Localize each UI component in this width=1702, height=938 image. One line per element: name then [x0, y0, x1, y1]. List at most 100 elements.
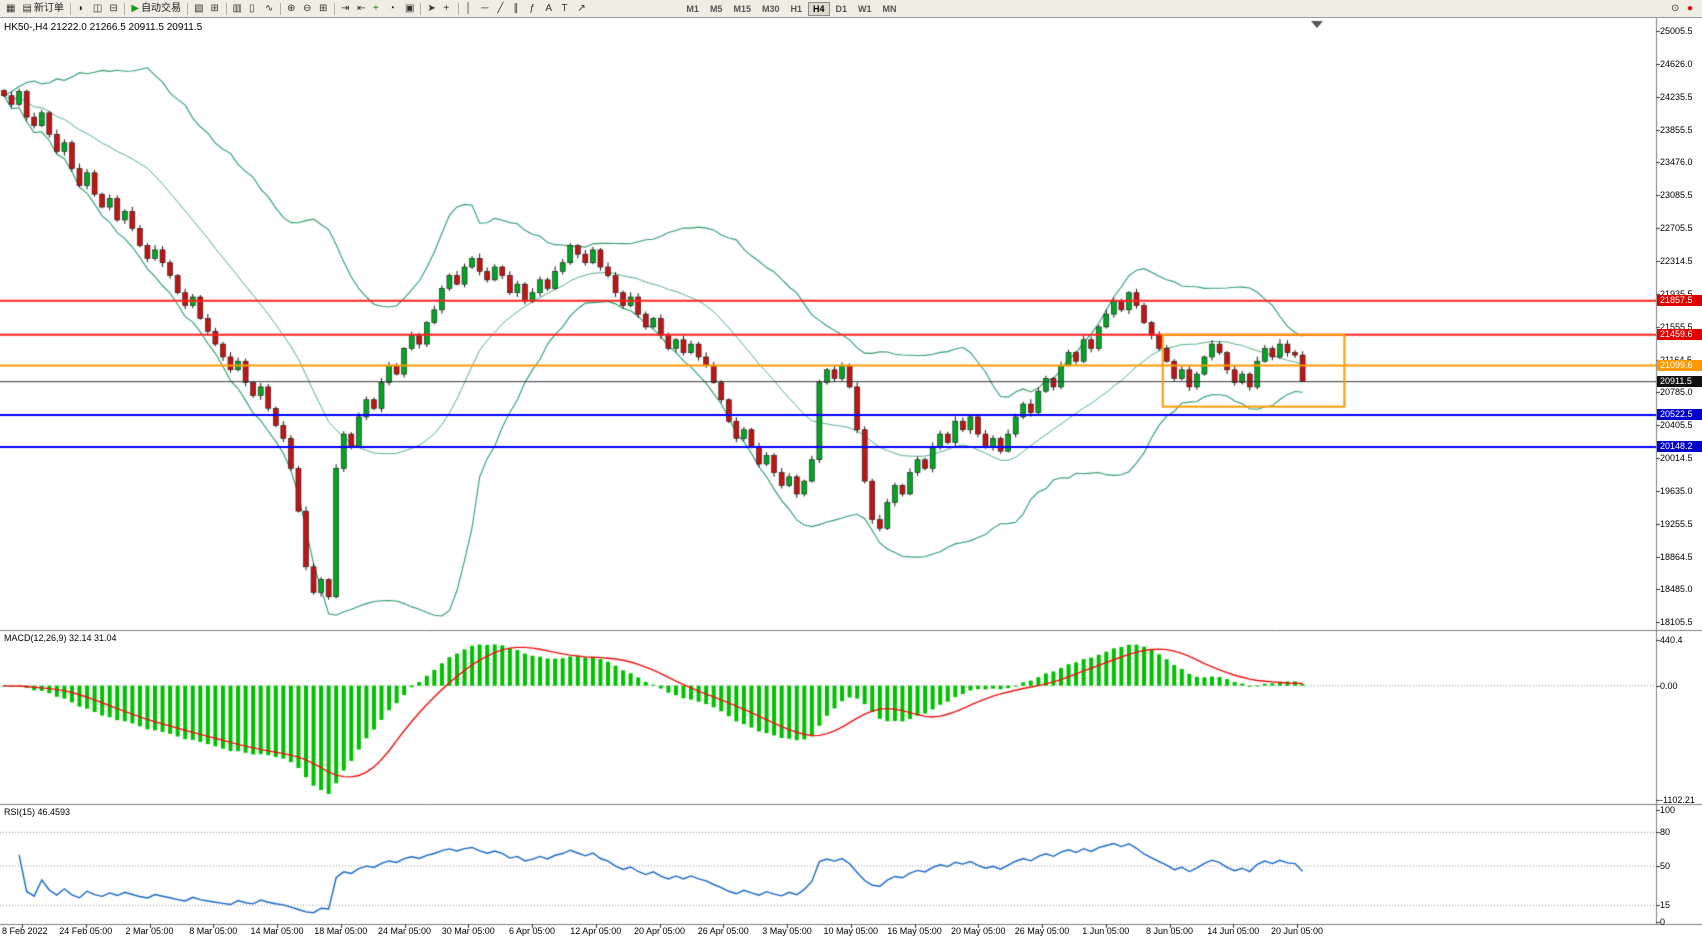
auto-scroll-icon[interactable]: ⇥ [338, 1, 353, 16]
toolbar-separator [420, 2, 422, 15]
price-line-badge[interactable]: 21857.5 [1657, 295, 1702, 306]
channel-icon[interactable]: ∥ [510, 1, 525, 16]
rsi-label: RSI(15) 46.4593 [4, 807, 71, 817]
candlestick-chart-icon[interactable]: ▯ [246, 1, 261, 16]
price-axis-label: 23476.0 [1660, 157, 1693, 167]
bar-chart-icon[interactable]: ▥ [230, 1, 245, 16]
search-icon[interactable]: ⊙ [1668, 1, 1683, 16]
gauge-icon: ◑ [76, 2, 83, 14]
time-axis-label: 8 Mar 05:00 [189, 926, 238, 936]
add-chart-icon[interactable]: ⊞ [208, 1, 223, 16]
zoom-out-icon[interactable]: ⊖ [300, 1, 315, 16]
periods-icon[interactable]: ◔ [386, 1, 401, 16]
label-icon[interactable]: T [558, 1, 573, 16]
time-axis-label: 3 May 05:00 [762, 926, 812, 936]
rsi-axis-label: 80 [1660, 827, 1671, 837]
text-icon: A [545, 2, 553, 14]
cursor-icon: ➤ [427, 2, 436, 14]
price-line-badge[interactable]: 20148.2 [1657, 441, 1702, 452]
timeframe-m15[interactable]: M15 [728, 2, 756, 16]
macd-axis-label: 0.00 [1660, 681, 1678, 691]
time-axis-label: 24 Mar 05:00 [377, 926, 432, 936]
rsi-axis-label: 100 [1660, 805, 1676, 815]
zoom-in-icon: ⊕ [286, 2, 296, 14]
time-axis-label: 14 Mar 05:00 [250, 926, 304, 936]
horizontal-line-icon: ─ [481, 2, 489, 14]
cursor-icon[interactable]: ➤ [424, 1, 439, 16]
fibonacci-icon[interactable]: ƒ [526, 1, 541, 16]
trendline-icon[interactable]: ╱ [494, 1, 509, 16]
indicators-add-icon[interactable]: + [370, 1, 385, 16]
ohlc-label: HK50-,H4 21222.0 21266.5 20911.5 20911.5 [4, 22, 203, 33]
toolbar-separator [187, 2, 189, 15]
channel-icon: ∥ [513, 2, 519, 14]
toolbar-separator [124, 2, 126, 15]
zoom-in-icon[interactable]: ⊕ [284, 1, 299, 16]
chart-list-icon[interactable]: ⊟ [106, 1, 121, 16]
timeframe-w1[interactable]: W1 [853, 2, 877, 16]
profile-icon[interactable]: ▧ [191, 1, 206, 16]
chart-shift-icon: ⇤ [356, 2, 366, 14]
chart-window-icon[interactable]: ◫ [90, 1, 105, 16]
timeframe-h1[interactable]: H1 [785, 2, 807, 16]
fibonacci-icon: ƒ [529, 2, 535, 14]
new-chart-icon[interactable]: ▦ [3, 1, 18, 16]
macd-label: MACD(12,26,9) 32.14 31.04 [4, 633, 117, 643]
time-axis-label: 8 Jun 05:00 [1145, 926, 1194, 936]
add-chart-icon: ⊞ [210, 2, 219, 14]
chart-shift-icon[interactable]: ⇤ [354, 1, 369, 16]
price-line-badge[interactable]: 20522.5 [1657, 409, 1702, 420]
timeframe-m5[interactable]: M5 [705, 2, 728, 16]
line-chart-icon[interactable]: ∿ [262, 1, 277, 16]
price-axis-label: 18485.0 [1660, 584, 1693, 594]
time-axis-label: 12 Apr 05:00 [570, 926, 622, 936]
new-order-button[interactable]: ▤ 新订单 [19, 1, 66, 16]
time-axis-label: 10 May 05:00 [823, 926, 879, 936]
toolbar-separator [225, 2, 227, 15]
profile-icon: ▧ [194, 2, 204, 14]
time-axis-label: 1 Jun 05:00 [1082, 926, 1130, 936]
gauge-icon[interactable]: ◑ [74, 1, 89, 16]
timeframe-m1[interactable]: M1 [681, 2, 704, 16]
toolbar-separator [333, 2, 335, 15]
toolbar: ▦ ▤ 新订单 ◑ ◫ ⊟ ▶ 自动交易 ▧ ⊞ ▥ ▯ ∿ ⊕ ⊖ ⊞ ⇥ ⇤ + ◔ ▣ ➤ + │ ─ ╱ ∥ ƒ A T ↗ M1 M5… [0, 0, 1702, 18]
chart-list-icon: ⊟ [109, 2, 118, 14]
timeframe-m30[interactable]: M30 [757, 2, 785, 16]
rsi-axis-label: 15 [1660, 900, 1671, 910]
chart-window-icon: ◫ [92, 2, 103, 14]
crosshair-icon[interactable]: + [440, 1, 455, 16]
indicators-add-icon: + [372, 2, 379, 14]
time-axis-label: 26 May 05:00 [1014, 926, 1070, 936]
price-axis-label: 24235.5 [1660, 92, 1693, 102]
price-axis-label: 21555.5 [1660, 322, 1693, 332]
price-axis-label: 22705.5 [1660, 223, 1693, 233]
autotrade-button[interactable]: ▶ 自动交易 [128, 1, 184, 16]
horizontal-line-icon[interactable]: ─ [478, 1, 493, 16]
autotrade-button-label: 自动交易 [141, 2, 182, 14]
arrows-icon[interactable]: ↗ [574, 1, 589, 16]
price-axis-label: 24626.0 [1660, 59, 1693, 69]
time-axis-label: 14 Jun 05:00 [1207, 926, 1260, 936]
vertical-line-icon[interactable]: │ [462, 1, 477, 16]
tile-windows-icon: ⊞ [318, 2, 328, 14]
time-axis-label: 20 May 05:00 [950, 926, 1006, 936]
text-icon[interactable]: A [542, 1, 557, 16]
tile-windows-icon[interactable]: ⊞ [316, 1, 331, 16]
time-axis-label: 18 Mar 05:00 [314, 926, 368, 936]
bar-chart-icon: ▥ [232, 2, 242, 14]
price-line-badge[interactable]: 21099.6 [1657, 360, 1702, 371]
price-axis-label: 19255.5 [1660, 519, 1693, 529]
time-axis-label: 8 Feb 2022 [2, 926, 48, 936]
periods-icon: ◔ [388, 2, 396, 14]
templates-icon[interactable]: ▣ [402, 1, 417, 16]
rsi-axis-label: 50 [1660, 861, 1671, 871]
timeframe-h4[interactable]: H4 [808, 1, 830, 16]
timeframe-mn[interactable]: MN [878, 2, 902, 16]
timeframe-d1[interactable]: D1 [831, 2, 853, 16]
record-icon[interactable]: ● [1684, 1, 1699, 16]
price-line-badge[interactable]: 21459.6 [1657, 329, 1702, 340]
search-icon: ⊙ [1671, 2, 1680, 14]
price-line-badge[interactable]: 20911.5 [1657, 376, 1702, 387]
